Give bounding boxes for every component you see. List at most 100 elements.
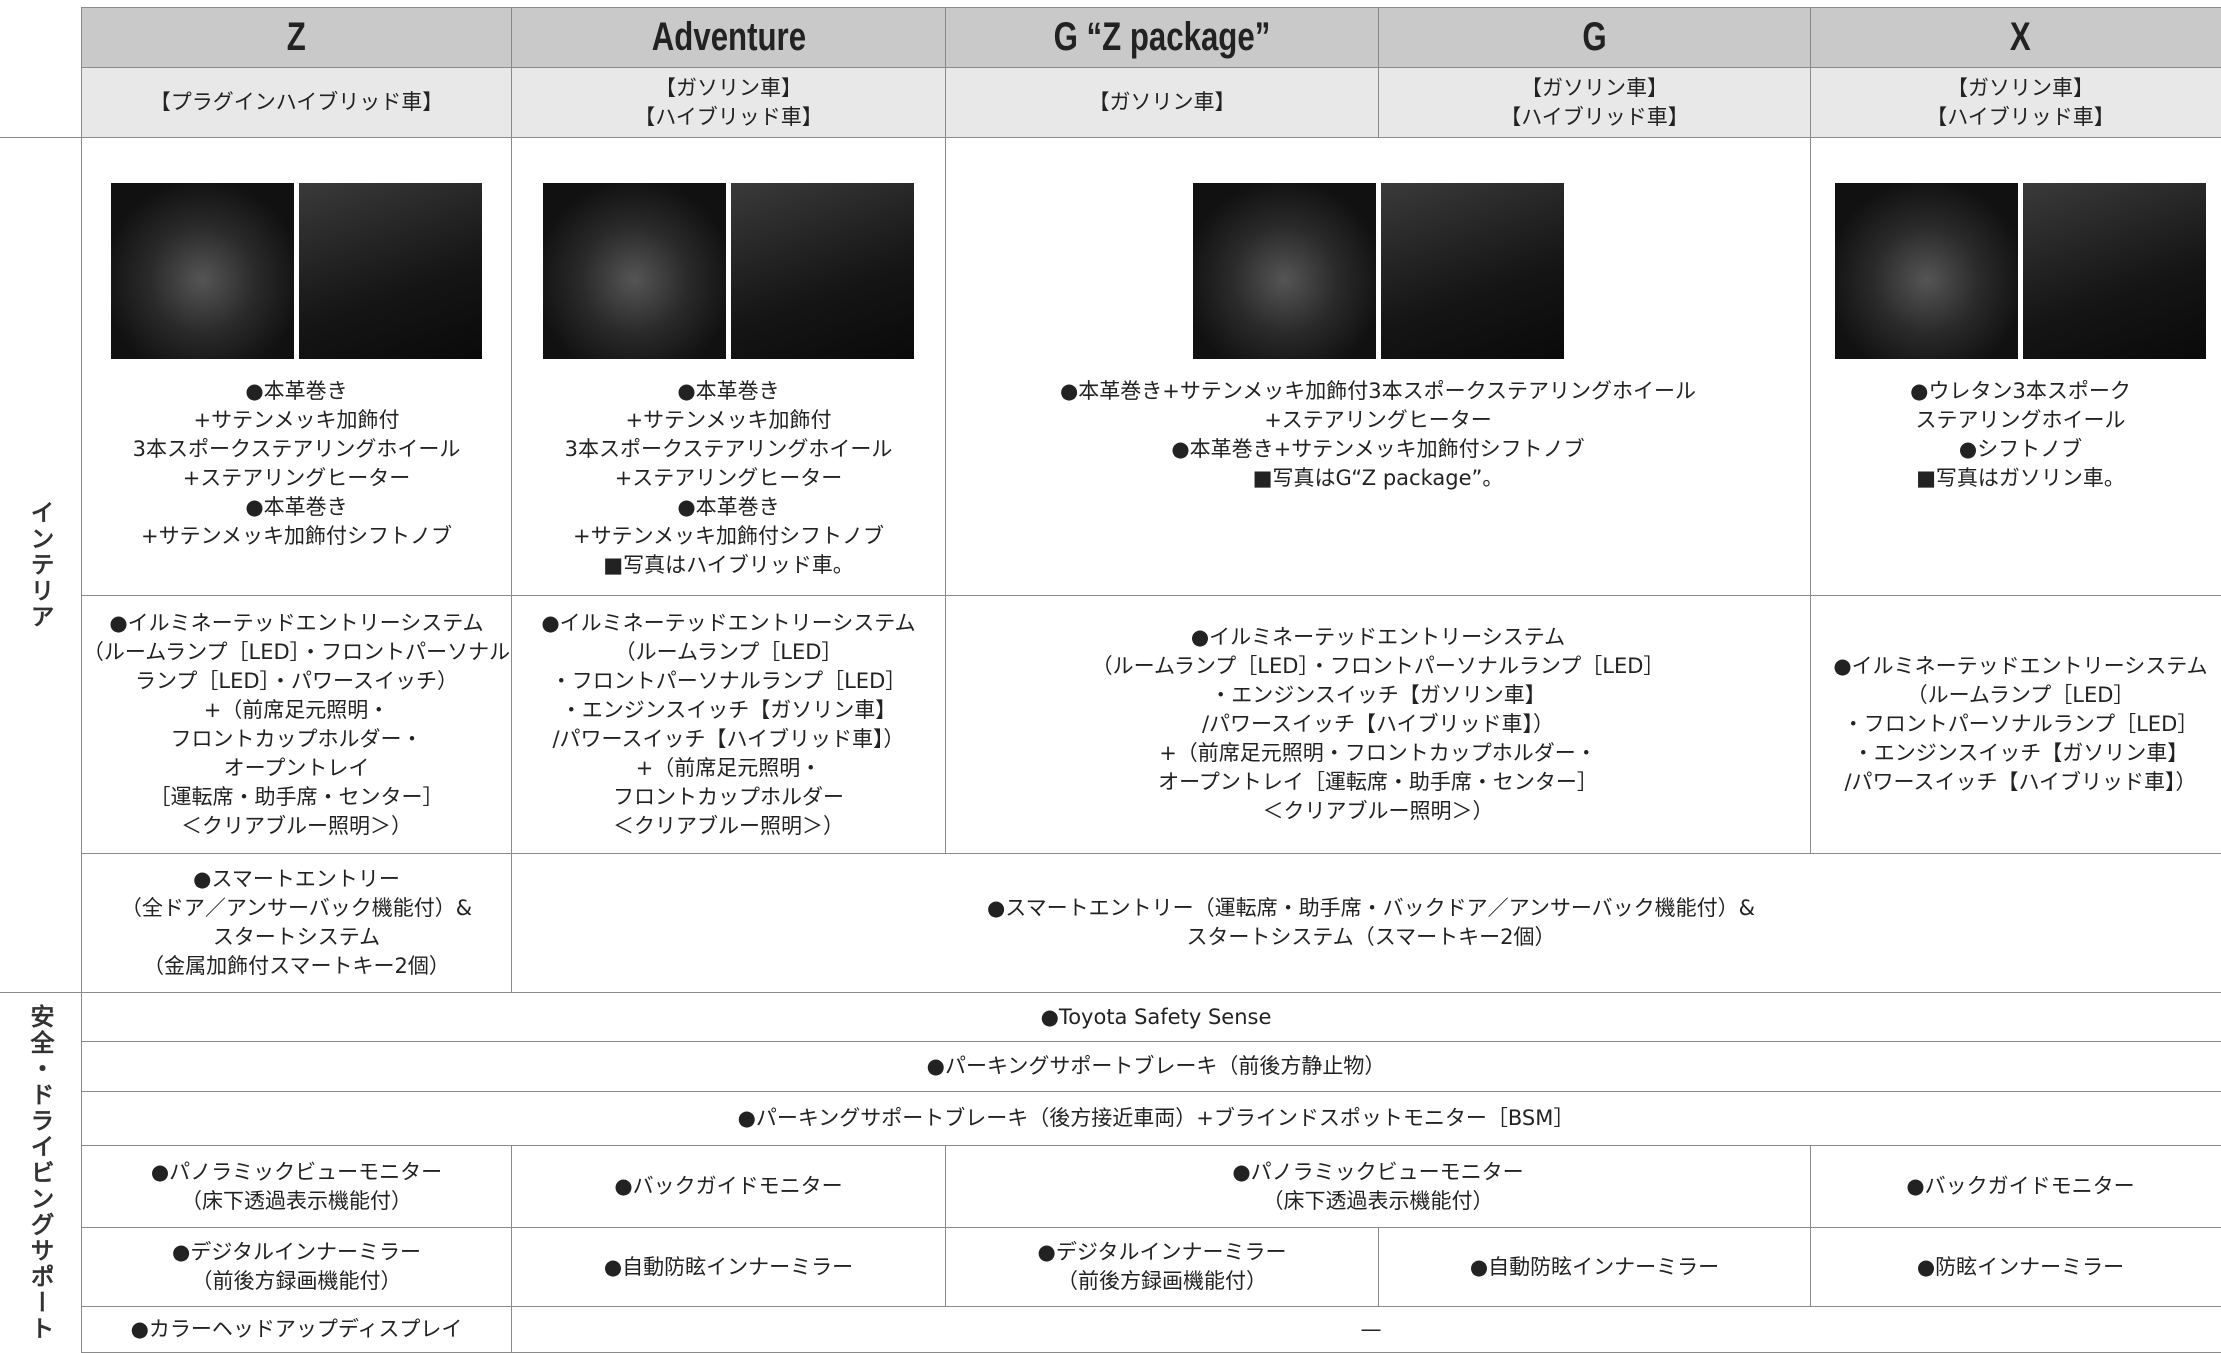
spec-cell: ●バックガイドモニター — [511, 1145, 946, 1228]
spec-line: （床下透過表示機能付） — [1262, 1188, 1494, 1213]
spec-line: ステアリングホイール — [1915, 408, 2126, 432]
spec-line: +サテンメッキ加飾付シフトノブ — [573, 524, 884, 548]
type-line: 【ハイブリッド車】 — [1500, 104, 1689, 129]
column-name: Adventure — [511, 7, 946, 68]
spec-cell: ●本革巻き +サテンメッキ加飾付 3本スポークステアリングホイール +ステアリングヒー… — [81, 137, 512, 596]
spec-cell: ●本革巻き+サテンメッキ加飾付3本スポークステアリングホイール +ステアリングヒー… — [945, 137, 1811, 596]
spec-cell: ●防眩インナーミラー — [1810, 1227, 2221, 1307]
spec-line: ●イルミネーテッドエントリーシステム — [109, 610, 484, 635]
column-type: 【ガソリン車】 【ハイブリッド車】 — [1810, 67, 2221, 138]
spec-line: ＜クリアブルー照明＞） — [181, 813, 412, 838]
spec-line: /パワースイッチ【ハイブリッド車】） — [1844, 770, 2197, 794]
type-line: 【ガソリン車】 — [1088, 90, 1236, 114]
spec-line: ●パーキングサポートブレーキ（前後方静止物） — [926, 1054, 1386, 1078]
spec-line: フロントカップホルダー・ — [170, 726, 423, 751]
column-type: 【プラグインハイブリッド車】 — [81, 67, 512, 138]
column-name-text: Adventure — [651, 15, 806, 59]
spec-line: ●バックガイドモニター — [614, 1174, 843, 1198]
spec-cell: ●デジタルインナーミラー （前後方録画機能付） — [81, 1227, 512, 1307]
column-name: G — [1378, 7, 1811, 68]
spec-line: +（前席足元照明・ — [635, 755, 822, 780]
spec-line: ●本革巻き+サテンメッキ加飾付3本スポークステアリングホイール — [1059, 379, 1697, 403]
spec-line: オープントレイ — [223, 755, 370, 780]
spec-line: +ステアリングヒーター — [182, 466, 411, 490]
spec-line: ●カラーヘッドアップディスプレイ — [130, 1317, 463, 1341]
spec-cell: ●パノラミックビューモニター （床下透過表示機能付） — [945, 1145, 1811, 1228]
column-name-text: Z — [286, 15, 307, 59]
photo — [299, 183, 482, 359]
spec-line: ●本革巻き — [245, 495, 348, 519]
spec-line: ●本革巻き+サテンメッキ加飾付シフトノブ — [1171, 437, 1585, 461]
spec-line: +（前席足元照明・ — [203, 697, 390, 722]
photo — [1192, 183, 1376, 359]
spec-line: （前後方録画機能付） — [1057, 1269, 1267, 1293]
spec-line: 3本スポークステアリングホイール — [132, 437, 461, 461]
spec-line: スタートシステム（スマートキー2個） — [1186, 925, 1556, 949]
type-line: 【ガソリン車】 — [655, 75, 802, 100]
spec-line: ●自動防眩インナーミラー — [1469, 1254, 1720, 1279]
type-line: 【ガソリン車】 — [1521, 75, 1668, 100]
spec-line: ＜クリアブルー照明＞） — [1262, 799, 1494, 823]
spec-line: /パワースイッチ【ハイブリッド車】） — [552, 726, 905, 751]
spec-line: ●イルミネーテッドエントリーシステム — [1190, 625, 1566, 649]
spec-line: ●バックガイドモニター — [1906, 1174, 2135, 1198]
spec-line: ●防眩インナーミラー — [1916, 1254, 2125, 1279]
spec-line: （床下透過表示機能付） — [181, 1188, 412, 1213]
spec-line: （ルームランプ［LED］・フロントパーソナルランプ［LED］ — [1091, 654, 1665, 678]
section-label: 安全・ドライビングサポート — [0, 992, 81, 1352]
column-name-text: G — [1582, 15, 1607, 59]
spec-line: （金属加飾付スマートキー2個） — [143, 954, 450, 978]
spec-cell: ●パーキングサポートブレーキ（前後方静止物） — [81, 1041, 2221, 1092]
type-line: 【ハイブリッド車】 — [1926, 104, 2115, 129]
spec-line: ランプ［LED］・パワースイッチ） — [135, 668, 458, 693]
spec-line: ●本革巻き — [677, 379, 780, 403]
spec-line: ●パーキングサポートブレーキ（後方接近車両）+ブラインドスポットモニター［BSM… — [737, 1106, 1575, 1130]
spec-line: ・エンジンスイッチ【ガソリン車】 — [1852, 741, 2189, 765]
spec-line: （ルームランプ［LED］・フロントパーソナル — [82, 639, 511, 664]
photos — [543, 183, 914, 359]
spec-line: ■写真はG“Z package”。 — [1252, 466, 1504, 490]
spec-line: +（前席足元照明・フロントカップホルダー・ — [1159, 741, 1597, 765]
spec-line: ●自動防眩インナーミラー — [603, 1254, 854, 1279]
spec-line: ＜クリアブルー照明＞） — [613, 813, 844, 838]
spec-cell: ●自動防眩インナーミラー — [1378, 1227, 1811, 1307]
spec-line: ・エンジンスイッチ【ガソリン車】 — [1210, 683, 1546, 707]
spec-line: ・フロントパーソナルランプ［LED］ — [1842, 712, 2199, 736]
spec-cell: ●イルミネーテッドエントリーシステム （ルームランプ［LED］ ・フロントパーソナル… — [511, 595, 946, 854]
spec-line: ●本革巻き — [245, 379, 348, 403]
type-line: 【ガソリン車】 — [1947, 75, 2094, 100]
spec-line: +サテンメッキ加飾付 — [193, 408, 400, 432]
spec-cell: ●カラーヘッドアップディスプレイ — [81, 1306, 512, 1353]
column-name-text: X — [2010, 15, 2031, 59]
photo — [1380, 183, 1564, 359]
section-label-text: 安全・ドライビングサポート — [26, 1003, 54, 1342]
type-line: 【ハイブリッド車】 — [634, 104, 823, 129]
spec-cell: ●Toyota Safety Sense — [81, 992, 2221, 1042]
spec-line: （ルームランプ［LED］ — [1906, 683, 2135, 707]
column-name: Z — [81, 7, 512, 68]
spec-line: ■写真はガソリン車。 — [1916, 466, 2125, 490]
spec-line: ・フロントパーソナルランプ［LED］ — [550, 668, 907, 693]
photo — [731, 183, 914, 359]
spec-cell: ●自動防眩インナーミラー — [511, 1227, 946, 1307]
spec-line: ・エンジンスイッチ【ガソリン車】 — [560, 697, 897, 722]
column-type: 【ガソリン車】 — [945, 67, 1379, 138]
photo — [543, 183, 726, 359]
photos — [111, 183, 482, 359]
section-label-text: インテリア — [26, 500, 54, 630]
spec-line: +ステアリングヒーター — [614, 466, 843, 490]
spec-cell: — — [511, 1306, 2221, 1353]
spec-line: ●スマートエントリー（運転席・助手席・バックドア／アンサーバック機能付）& — [986, 896, 1756, 920]
spec-line: ●デジタルインナーミラー — [172, 1240, 421, 1264]
spec-cell: ●ウレタン3本スポーク ステアリングホイール ●シフトノブ ■写真はガソリン車。 — [1810, 137, 2221, 596]
photo — [2023, 183, 2206, 359]
column-name: X — [1810, 7, 2221, 68]
spec-line: ●ウレタン3本スポーク — [1910, 379, 2131, 403]
spec-line: 3本スポークステアリングホイール — [564, 437, 893, 461]
type-line: 【プラグインハイブリッド車】 — [149, 90, 444, 114]
spec-line: （前後方録画機能付） — [191, 1269, 402, 1293]
photos — [1835, 183, 2206, 359]
column-name-text: G “Z package” — [1053, 15, 1271, 59]
spec-line: ●イルミネーテッドエントリーシステム — [541, 610, 916, 635]
spec-line: +ステアリングヒーター — [1264, 408, 1492, 432]
